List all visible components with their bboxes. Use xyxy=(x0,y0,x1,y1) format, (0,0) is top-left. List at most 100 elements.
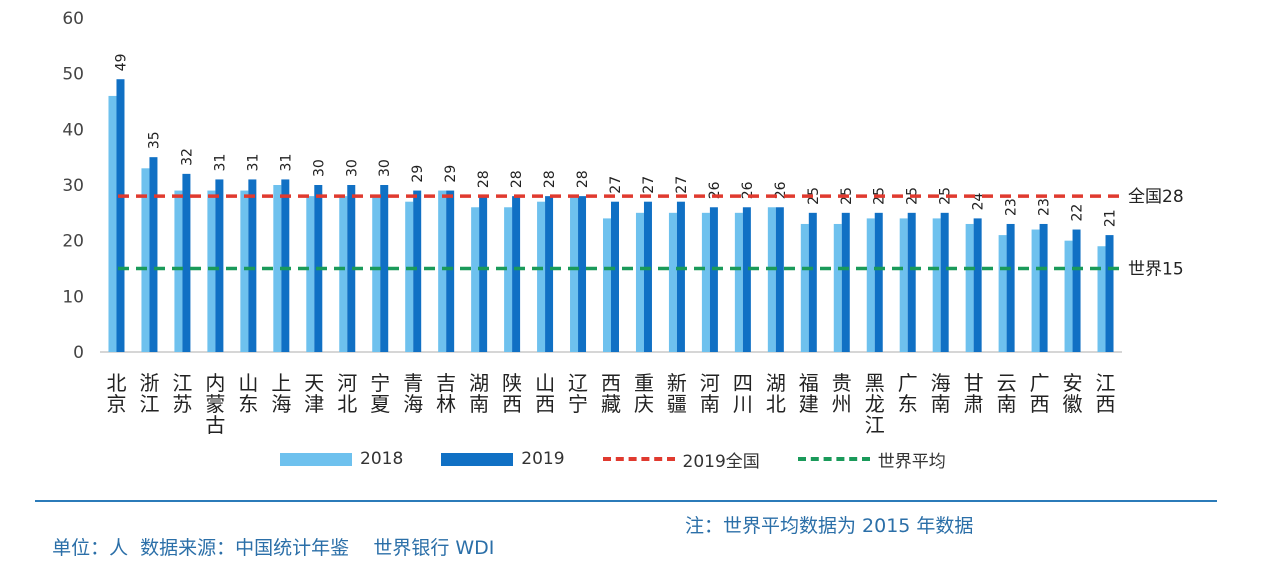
bar-2019 xyxy=(479,196,488,352)
bar-2019 xyxy=(611,201,619,352)
bar-2019 xyxy=(709,207,718,352)
category-label-char: 湖 xyxy=(469,371,489,395)
category-label-char: 蒙 xyxy=(205,392,225,416)
legend-item-2019: 2019 xyxy=(441,449,565,469)
bar-2019 xyxy=(940,212,949,352)
category-label-char: 上 xyxy=(271,371,291,395)
bar-2018 xyxy=(141,168,150,352)
bar-2019 xyxy=(1006,223,1015,352)
bar-2018 xyxy=(965,223,974,352)
category-label-char: 甘 xyxy=(964,371,984,395)
y-tick-label: 10 xyxy=(62,287,84,307)
category-label-char: 浙 xyxy=(139,371,159,395)
category-label-char: 陕 xyxy=(502,371,522,395)
bar-2019 xyxy=(149,157,158,352)
bar-2018 xyxy=(372,196,381,352)
bar-2019 xyxy=(775,207,784,352)
category-label-char: 南 xyxy=(700,392,720,416)
data-label-2019: 29 xyxy=(410,165,426,183)
category-label-char: 建 xyxy=(799,392,819,416)
data-label-2019: 27 xyxy=(641,176,657,194)
bar-2018 xyxy=(108,95,117,352)
bar-2019 xyxy=(545,196,554,352)
bar-2018 xyxy=(306,196,315,352)
data-label-2019: 25 xyxy=(938,187,954,205)
bar-2019 xyxy=(1105,235,1114,352)
bar-2018 xyxy=(734,212,743,352)
bar-2018 xyxy=(1031,229,1040,352)
reference-line-label: 全国28 xyxy=(1128,187,1184,207)
bar-2019 xyxy=(907,212,916,352)
y-tick-label: 40 xyxy=(62,120,84,140)
category-label-char: 山 xyxy=(535,371,555,395)
y-tick-label: 60 xyxy=(62,9,84,29)
bar-2018 xyxy=(998,235,1007,352)
category-label-char: 南 xyxy=(469,392,489,416)
data-label-2019: 30 xyxy=(377,159,393,177)
category-label-char: 河 xyxy=(700,371,720,395)
bar-2018 xyxy=(537,201,546,352)
category-label-char: 湖 xyxy=(766,371,786,395)
category-label-char: 东 xyxy=(238,392,258,416)
category-label-char: 吉 xyxy=(436,371,456,395)
category-label-char: 贵 xyxy=(832,371,852,395)
category-label-char: 西 xyxy=(1096,392,1116,416)
data-label-2019: 28 xyxy=(509,170,525,188)
legend-label-national: 2019全国 xyxy=(682,451,760,472)
y-tick-label: 20 xyxy=(62,232,84,252)
bar-2019 xyxy=(347,185,356,352)
bar-2019 xyxy=(973,218,982,352)
data-label-2019: 27 xyxy=(608,176,624,194)
legend-dash-national xyxy=(602,457,675,461)
legend-label-2019: 2019 xyxy=(521,449,565,469)
category-label-char: 苏 xyxy=(172,392,192,416)
category-label-char: 海 xyxy=(403,392,423,416)
category-label-char: 徽 xyxy=(1063,392,1083,416)
bar-2019 xyxy=(1072,229,1081,352)
category-label-char: 龙 xyxy=(865,392,885,416)
bar-2019 xyxy=(116,79,125,352)
data-label-2019: 29 xyxy=(443,165,459,183)
category-label-char: 宁 xyxy=(370,371,390,395)
category-label-char: 山 xyxy=(238,371,258,395)
bar-2018 xyxy=(570,196,579,352)
category-label-char: 夏 xyxy=(370,392,390,416)
category-label-char: 黑 xyxy=(865,371,885,395)
bar-2019 xyxy=(578,196,587,352)
data-label-2019: 30 xyxy=(344,159,360,177)
bar-2019 xyxy=(643,201,652,352)
bar-2019 xyxy=(808,212,817,352)
data-label-2019: 25 xyxy=(806,187,822,205)
bar-2019 xyxy=(248,179,257,352)
category-label-char: 新 xyxy=(667,371,687,395)
y-tick-label: 0 xyxy=(73,343,84,363)
footer: 单位：人 数据来源：中国统计年鉴 世界银行 WDI 注：世界平均数据为 2015… xyxy=(40,511,973,582)
bar-2018 xyxy=(273,185,282,352)
category-label-char: 江 xyxy=(139,392,159,416)
legend-label-2018: 2018 xyxy=(360,449,404,469)
category-label-char: 江 xyxy=(172,371,192,395)
category-label-char: 藏 xyxy=(601,392,621,416)
legend-swatch-2019 xyxy=(441,452,514,466)
data-label-2019: 49 xyxy=(113,53,129,71)
category-label-char: 江 xyxy=(865,413,885,437)
data-label-2019: 28 xyxy=(542,170,558,188)
data-label-2019: 28 xyxy=(575,170,591,188)
y-tick-label: 30 xyxy=(62,176,84,196)
category-label-char: 天 xyxy=(304,371,324,395)
category-label-char: 北 xyxy=(337,392,357,416)
bar-2018 xyxy=(471,207,480,352)
bar-2018 xyxy=(504,207,513,352)
bar-2018 xyxy=(1097,246,1106,352)
category-label-char: 南 xyxy=(931,392,951,416)
category-label-char: 疆 xyxy=(667,392,687,416)
category-label-char: 北 xyxy=(766,392,786,416)
category-label-char: 海 xyxy=(931,371,951,395)
bar-2018 xyxy=(932,218,941,352)
category-label-char: 林 xyxy=(436,392,456,416)
reference-line-label: 世界15 xyxy=(1128,260,1184,280)
data-label-2019: 27 xyxy=(674,176,690,194)
data-label-2019: 31 xyxy=(212,154,228,172)
category-label-char: 津 xyxy=(304,392,324,416)
bar-2019 xyxy=(742,207,751,352)
